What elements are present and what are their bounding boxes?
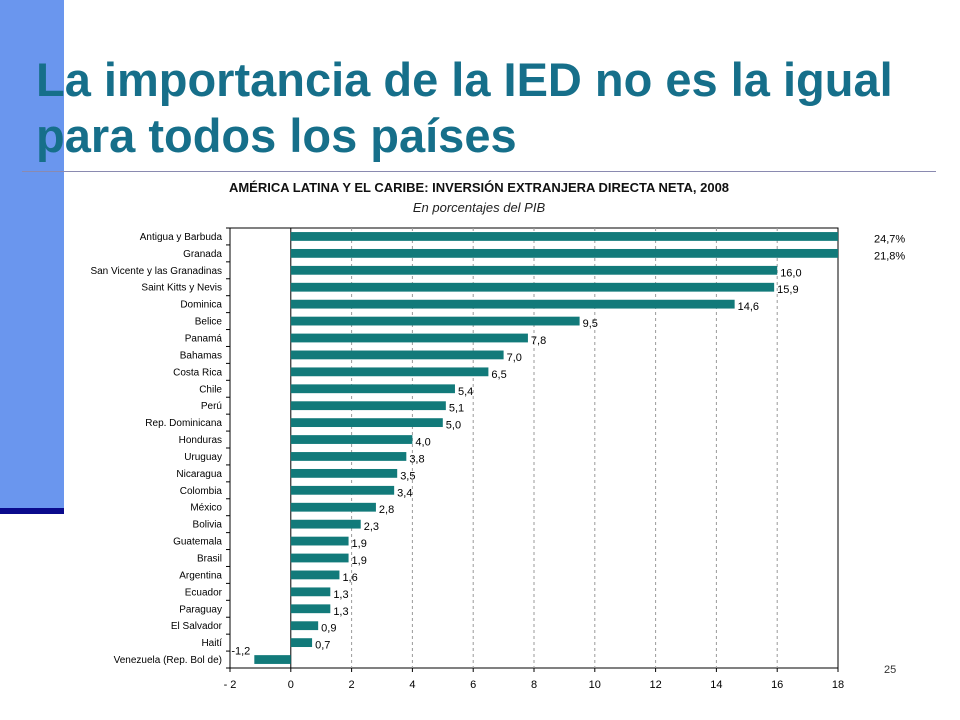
x-tick-label: 2 [349, 679, 355, 691]
category-label: San Vicente y las Granadinas [90, 266, 222, 277]
bar [290, 519, 361, 529]
category-label: Dominica [180, 300, 222, 311]
x-tick-label: 14 [710, 679, 722, 691]
data-label: 1,3 [333, 606, 348, 618]
category-label: Ecuador [185, 587, 223, 598]
data-label: 1,3 [333, 589, 348, 601]
x-tick-label: 18 [832, 679, 844, 691]
data-label: 7,8 [531, 335, 546, 347]
category-label: Uruguay [184, 452, 222, 463]
category-label: Granada [183, 249, 222, 260]
category-label: Argentina [179, 570, 222, 581]
category-label: Saint Kitts y Nevis [141, 283, 222, 294]
bar [290, 468, 398, 478]
data-label: 1,9 [352, 538, 367, 550]
category-label: Antigua y Barbuda [140, 232, 223, 243]
x-tick-label: - 2 [224, 679, 237, 691]
decorative-sidebar [0, 0, 64, 510]
decorative-sidebar-edge [0, 508, 64, 514]
bar [290, 232, 838, 241]
bar [290, 485, 395, 495]
data-label: 21,8% [874, 250, 905, 262]
data-label: 3,8 [409, 453, 424, 465]
bar [290, 536, 349, 546]
data-label: 2,8 [379, 504, 394, 516]
category-label: Paraguay [179, 604, 222, 615]
bar [254, 655, 291, 664]
category-label: Bahamas [180, 350, 222, 361]
data-label: -1,2 [231, 646, 250, 658]
bar [290, 604, 331, 614]
bar [290, 452, 407, 461]
category-label: Rep. Dominicana [145, 418, 222, 429]
category-label: Haití [201, 638, 222, 649]
bar [290, 350, 504, 360]
x-tick-label: 10 [589, 679, 601, 691]
data-label: 3,4 [397, 487, 412, 499]
category-label: Bolivia [193, 520, 223, 531]
category-label: Costa Rica [173, 367, 222, 378]
bar [290, 316, 580, 326]
bar [290, 248, 838, 258]
category-label: El Salvador [171, 621, 223, 632]
data-label: 5,0 [446, 420, 461, 432]
data-label: 0,9 [321, 623, 336, 635]
x-tick-label: 8 [531, 679, 537, 691]
category-label: Venezuela (Rep. Bol de) [114, 655, 222, 666]
data-label: 9,5 [583, 318, 598, 330]
data-label: 2,3 [364, 521, 379, 533]
bar [290, 435, 413, 444]
data-label: 7,0 [507, 352, 522, 364]
category-label: Nicaragua [176, 469, 222, 480]
data-label: 24,7% [874, 233, 905, 245]
bar [290, 299, 735, 309]
x-tick-label: 16 [771, 679, 783, 691]
chart-title: AMÉRICA LATINA Y EL CARIBE: INVERSIÓN EX… [228, 180, 730, 195]
category-label: Colombia [180, 486, 223, 497]
bar [290, 401, 446, 411]
data-label: 5,1 [449, 403, 464, 415]
data-label: 1,9 [352, 555, 367, 567]
bar [290, 265, 778, 275]
bar [290, 570, 340, 580]
category-label: México [190, 503, 222, 514]
data-label: 16,0 [780, 267, 801, 279]
bar [290, 621, 319, 631]
category-label: Brasil [197, 554, 222, 565]
data-label: 14,6 [738, 301, 759, 313]
data-label: 6,5 [491, 369, 506, 381]
data-label: 4,0 [415, 437, 430, 449]
x-tick-label: 12 [649, 679, 661, 691]
x-tick-label: 4 [409, 679, 415, 691]
slide-title: La importancia de la IED no es la igual … [36, 53, 893, 162]
data-label: 1,6 [342, 572, 357, 584]
page-number: 25 [884, 664, 897, 676]
bar [290, 553, 349, 563]
bar [290, 587, 331, 597]
chart-subtitle: En porcentajes del PIB [412, 200, 546, 215]
bar [290, 638, 313, 648]
category-label: Perú [201, 401, 222, 412]
category-label: Chile [199, 384, 222, 395]
category-label: Panamá [185, 334, 223, 345]
data-label: 0,7 [315, 640, 330, 652]
title-divider [22, 171, 936, 172]
bar [290, 418, 443, 428]
category-label: Guatemala [173, 537, 222, 548]
bar [290, 502, 376, 512]
x-tick-label: 6 [470, 679, 476, 691]
category-label: Honduras [179, 435, 222, 446]
bar [290, 282, 775, 292]
category-label: Belice [195, 317, 223, 328]
bar [290, 367, 489, 377]
data-label: 5,4 [458, 386, 473, 398]
bar [290, 384, 455, 394]
x-tick-label: 0 [288, 679, 294, 691]
data-label: 3,5 [400, 470, 415, 482]
bar [290, 333, 528, 343]
data-label: 15,9 [777, 284, 798, 296]
